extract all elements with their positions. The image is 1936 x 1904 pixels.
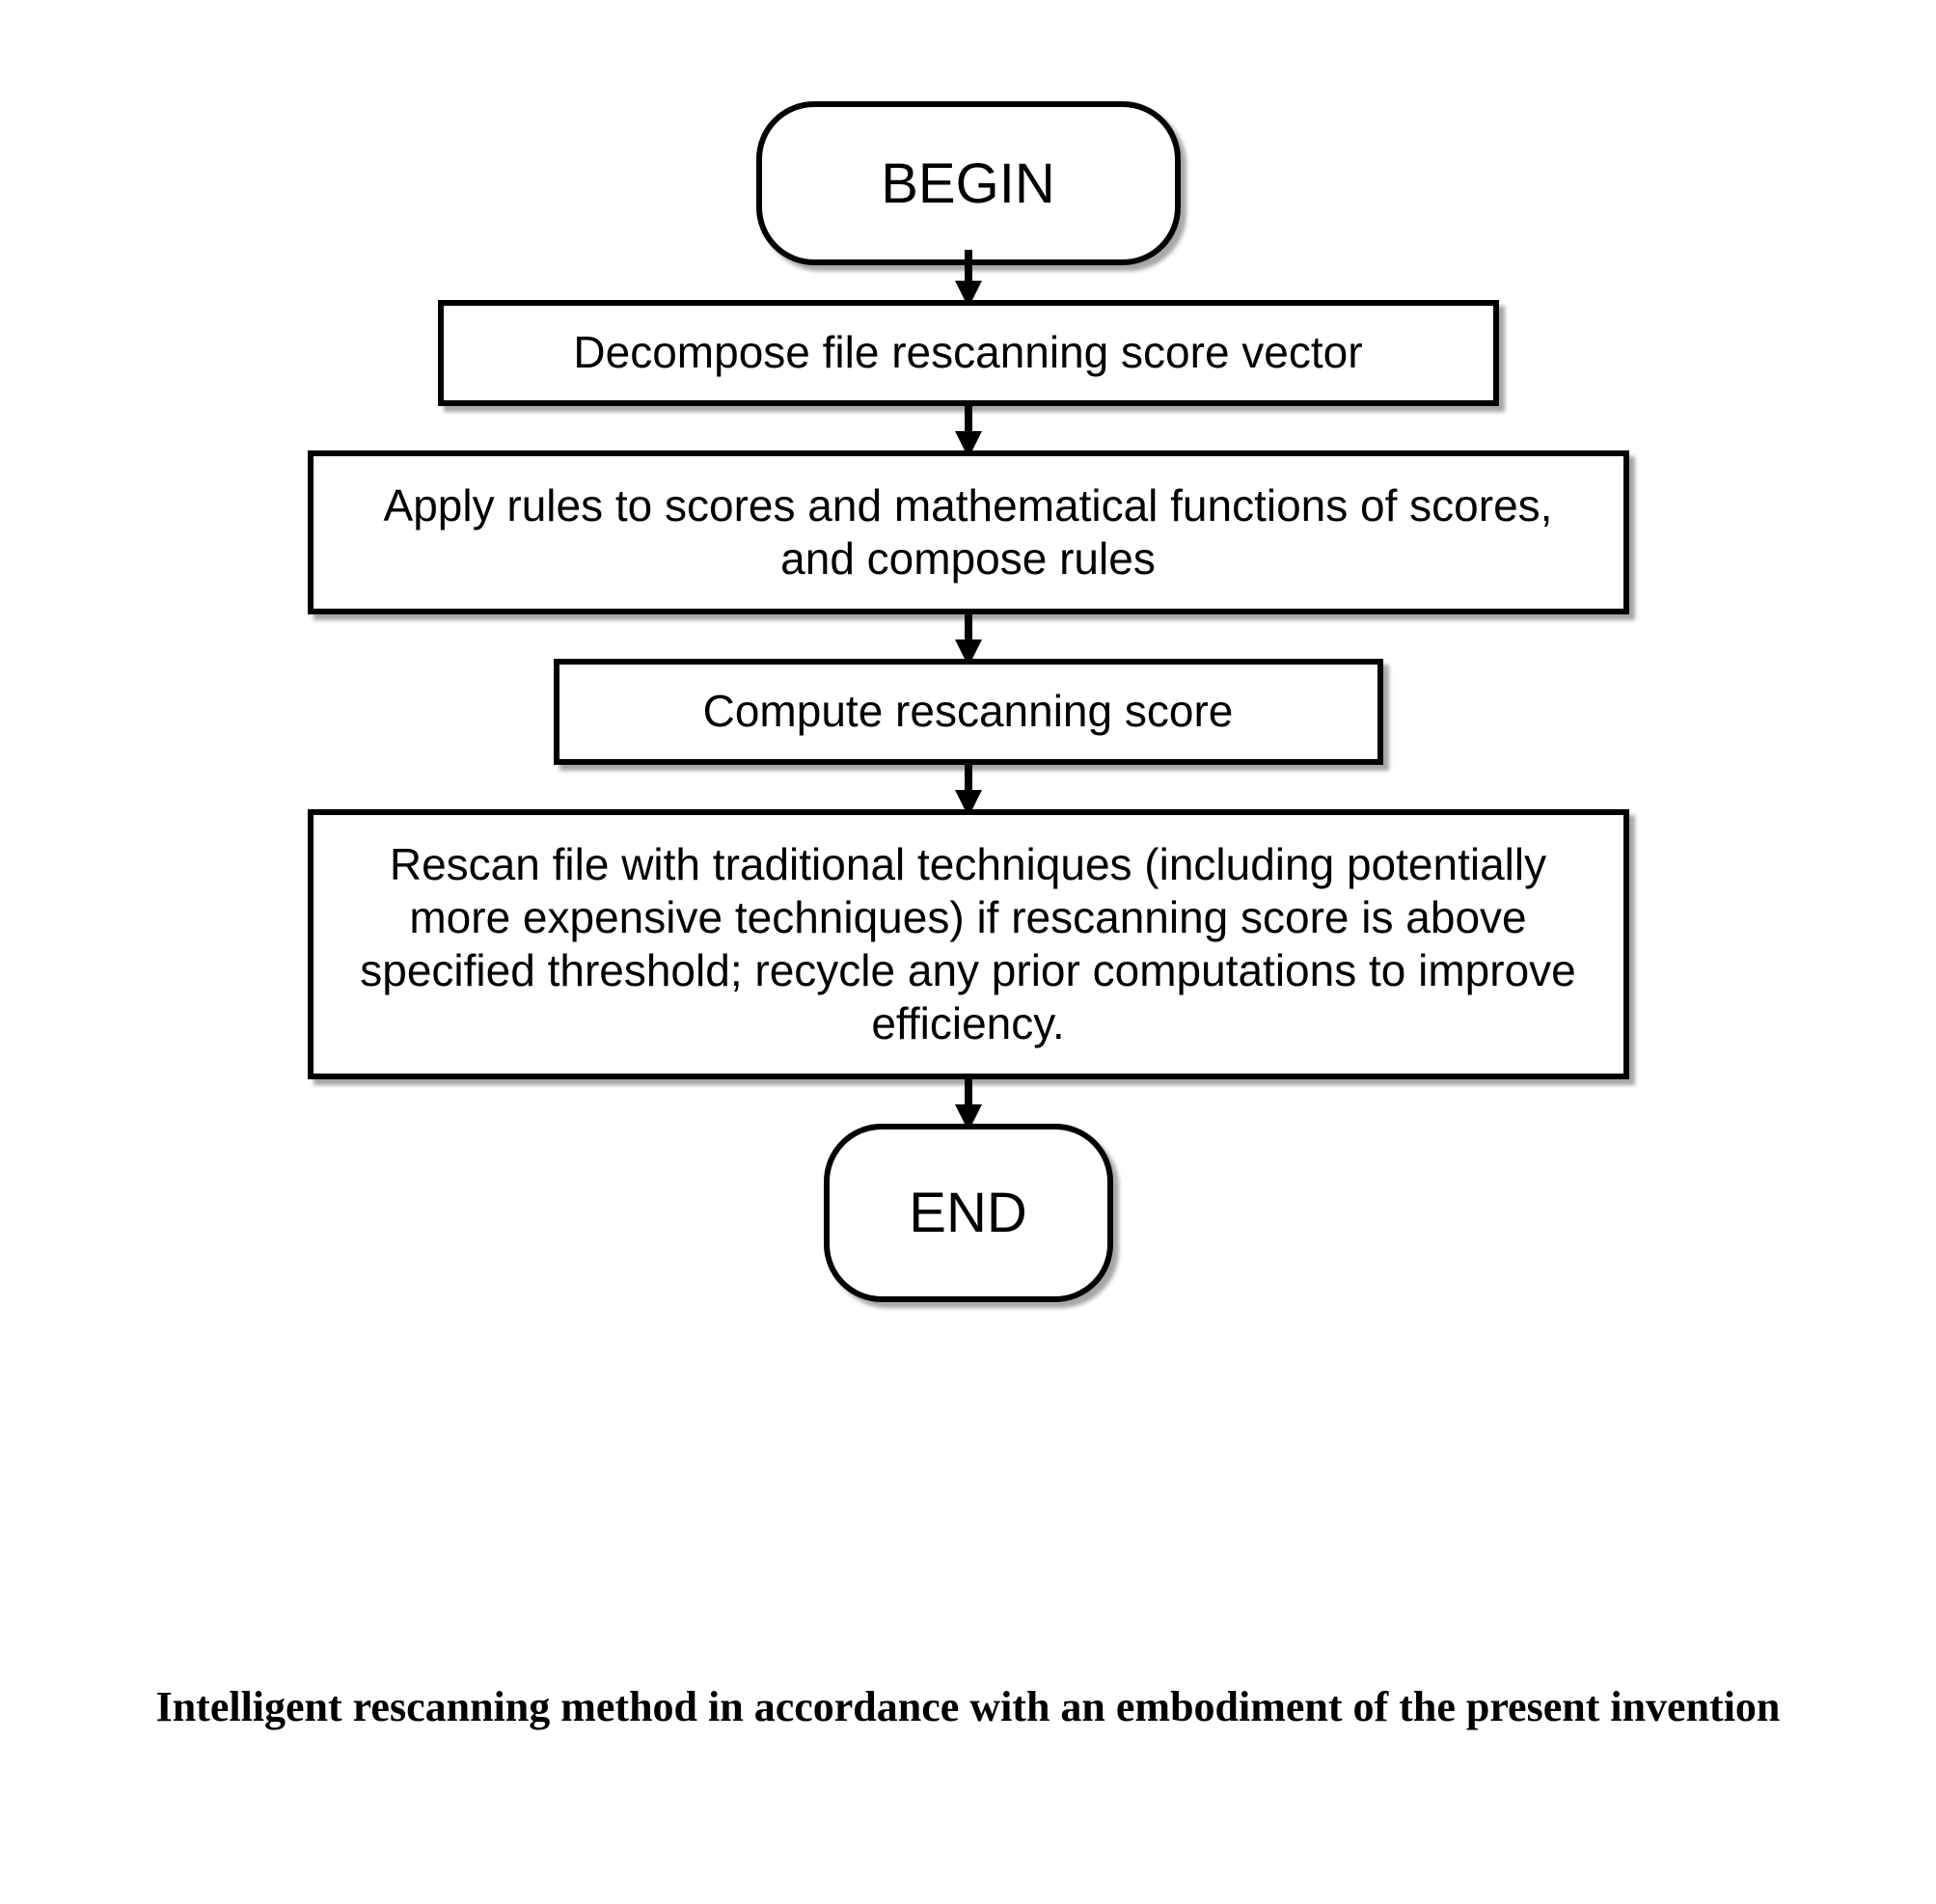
process-step3-label: Compute rescanning score	[703, 685, 1234, 738]
terminal-end-label: END	[909, 1181, 1026, 1245]
arrow-step4-end	[949, 1074, 988, 1131]
arrow-begin-step1	[949, 250, 988, 308]
figure-caption: Intelligent rescanning method in accorda…	[0, 1678, 1936, 1735]
arrow-step3-step4	[949, 759, 988, 817]
process-step4-label: Rescan file with traditional techniques …	[342, 838, 1595, 1051]
terminal-begin: BEGIN	[756, 101, 1181, 265]
process-step1: Decompose file rescanning score vector	[438, 300, 1499, 406]
process-step2-label: Apply rules to scores and mathematical f…	[342, 479, 1595, 585]
process-step4: Rescan file with traditional techniques …	[308, 809, 1629, 1079]
process-step3: Compute rescanning score	[554, 659, 1383, 765]
terminal-end: END	[824, 1124, 1113, 1302]
arrow-step2-step3	[949, 609, 988, 666]
process-step1-label: Decompose file rescanning score vector	[573, 326, 1362, 379]
terminal-begin-label: BEGIN	[881, 151, 1055, 216]
figure-caption-text: Intelligent rescanning method in accorda…	[156, 1683, 1781, 1730]
flowchart-container: BEGIN Decompose file rescanning score ve…	[0, 101, 1936, 1302]
arrow-step1-step2	[949, 400, 988, 458]
process-step2: Apply rules to scores and mathematical f…	[308, 450, 1629, 614]
